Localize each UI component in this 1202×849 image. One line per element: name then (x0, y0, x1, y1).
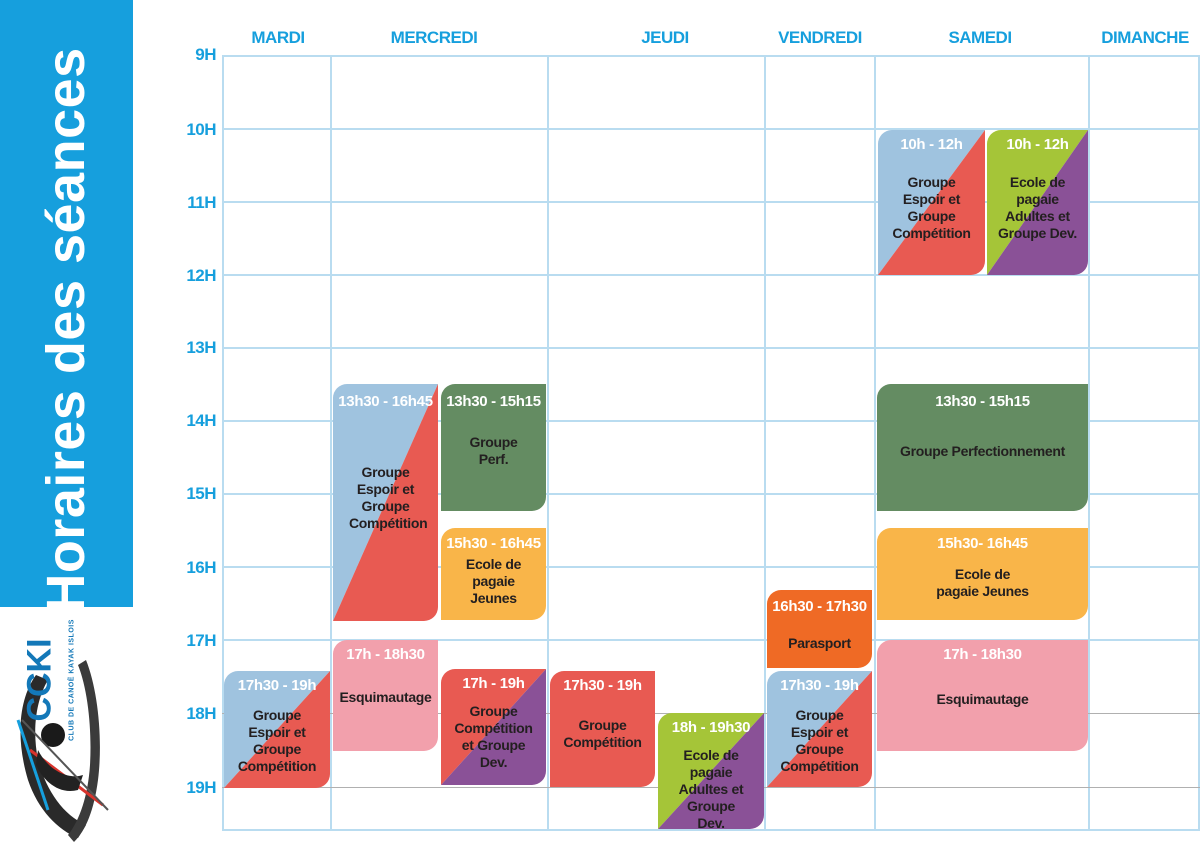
session-time: 13h30 - 15h15 (935, 393, 1030, 410)
session-time: 18h - 19h30 (671, 719, 751, 736)
hour-label: 15H (186, 484, 216, 503)
logo-subtitle: CLUB DE CANOË KAYAK ISLOIS (68, 619, 76, 741)
session-time: 16h30 - 17h30 (772, 598, 867, 615)
session-label: Ecole de pagaie Adultes et Groupe Dev. (998, 174, 1077, 241)
session-label: Groupe Espoir et Groupe Compétition (237, 707, 317, 774)
session-label: Groupe Espoir et Groupe Compétition (349, 464, 428, 531)
hour-label: 13H (186, 338, 216, 357)
page-title: Horaires des séances (36, 47, 96, 613)
title-banner: Horaires des séances (0, 0, 133, 613)
hour-label: 17H (186, 631, 216, 650)
session-block: 13h30 - 16h45 Groupe Espoir et Groupe Co… (333, 384, 438, 621)
session-time: 10h - 12h (900, 136, 963, 153)
session-time: 17h30 - 19h (237, 677, 317, 694)
hour-label: 11H (187, 193, 216, 212)
session-label: Groupe Perfectionnement (899, 443, 1066, 459)
session-block: 17h - 18h30 Esquimautage (877, 640, 1088, 751)
hour-label: 9H (195, 45, 216, 64)
session-label: Parasport (788, 635, 851, 651)
day-header-mardi: MARDI (251, 28, 305, 47)
session-label: Esquimautage (339, 689, 432, 705)
session-time: 17h - 18h30 (943, 646, 1022, 663)
session-block: 13h30 - 15h15 Groupe Perfectionnement (877, 384, 1088, 511)
session-label: Groupe Espoir et Groupe Compétition (780, 707, 859, 774)
hour-label: 10H (186, 120, 216, 139)
session-block: 15h30 - 16h45 Ecole de pagaie Jeunes (441, 528, 546, 620)
session-time: 15h30 - 16h45 (446, 535, 541, 552)
session-time: 17h - 19h (462, 675, 525, 692)
session-time: 17h - 18h30 (346, 646, 425, 663)
session-label: Ecole de pagaie Jeunes (465, 556, 522, 606)
hour-label: 18H (186, 704, 216, 723)
session-time: 17h30 - 19h (780, 677, 859, 694)
hour-label: 14H (186, 411, 216, 430)
day-header-dimanche: DIMANCHE (1101, 28, 1189, 47)
session-block: 17h - 19h Groupe Compétition et Groupe D… (441, 669, 546, 785)
session-label: Groupe Compétition (563, 717, 642, 750)
hour-label: 19H (186, 778, 216, 797)
session-block: 17h30 - 19h Groupe Espoir et Groupe Comp… (224, 671, 330, 788)
session-block: 18h - 19h30 Ecole de pagaie Adultes et G… (658, 713, 764, 829)
session-block: 10h - 12h Groupe Espoir et Groupe Compét… (878, 130, 985, 275)
session-label: Groupe Compétition et Groupe Dev. (454, 703, 533, 770)
session-block: 15h30- 16h45 Ecole de pagaie Jeunes (877, 528, 1088, 620)
session-label: Esquimautage (936, 691, 1029, 707)
session-label: Ecole de pagaie Jeunes (936, 566, 1029, 599)
day-header-jeudi: JEUDI (641, 28, 689, 47)
session-time: 10h - 12h (1006, 136, 1069, 153)
session-label: Groupe Espoir et Groupe Compétition (892, 174, 971, 241)
day-header-samedi: SAMEDI (948, 28, 1012, 47)
session-block: 16h30 - 17h30 Parasport (767, 590, 872, 668)
session-time: 17h30 - 19h (563, 677, 642, 694)
session-label: Groupe Perf. (469, 434, 518, 467)
session-time: 13h30 - 15h15 (446, 393, 541, 410)
hour-label: 16H (186, 558, 216, 577)
session-time: 15h30- 16h45 (937, 535, 1028, 552)
session-label: Ecole de pagaie Adultes et Groupe Dev. (678, 747, 744, 829)
session-block: 17h - 18h30 Esquimautage (333, 640, 438, 751)
session-time: 13h30 - 16h45 (338, 393, 433, 410)
session-block: 13h30 - 15h15 Groupe Perf. (441, 384, 546, 511)
ccki-logo (16, 660, 109, 842)
session-block: 10h - 12h Ecole de pagaie Adultes et Gro… (987, 130, 1088, 275)
day-header-vendredi: VENDREDI (778, 28, 862, 47)
logo-name: CCKI (20, 638, 59, 722)
session-block: 17h30 - 19h Groupe Compétition (550, 671, 655, 787)
hour-label: 12H (186, 266, 216, 285)
day-header-mercredi: MERCREDI (390, 28, 478, 47)
session-block: 17h30 - 19h Groupe Espoir et Groupe Comp… (767, 671, 872, 787)
